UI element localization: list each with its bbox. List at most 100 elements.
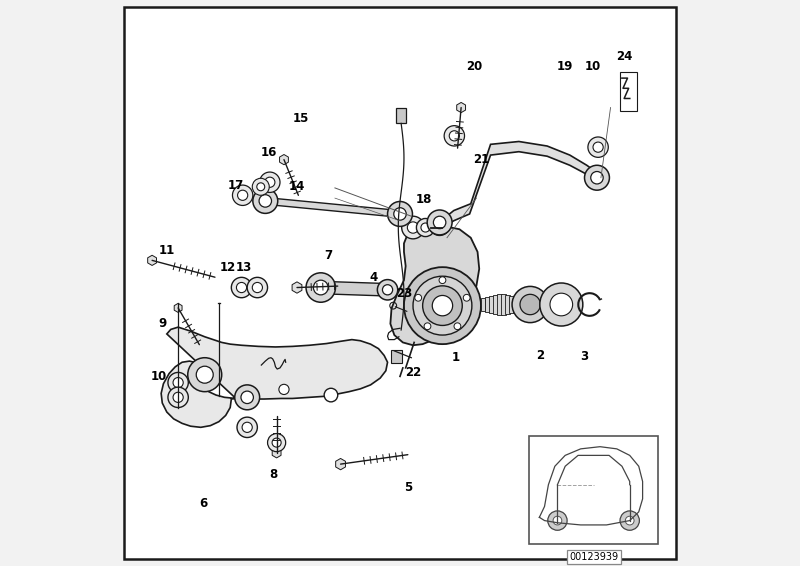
Bar [529, 436, 658, 544]
Circle shape [242, 422, 252, 432]
Text: 6: 6 [199, 498, 208, 510]
Text: 11: 11 [158, 244, 175, 256]
Circle shape [620, 511, 639, 530]
Circle shape [404, 267, 481, 344]
Circle shape [238, 190, 248, 200]
Circle shape [168, 387, 188, 408]
Text: 21: 21 [474, 153, 490, 166]
Bar [481, 298, 486, 311]
Circle shape [520, 294, 540, 315]
Circle shape [415, 294, 422, 301]
Bar [518, 298, 522, 311]
Circle shape [463, 294, 470, 301]
Circle shape [387, 201, 413, 226]
Circle shape [237, 282, 246, 293]
Text: 18: 18 [416, 193, 433, 205]
Circle shape [234, 385, 260, 410]
Circle shape [259, 195, 271, 207]
Circle shape [417, 218, 434, 237]
Circle shape [394, 208, 406, 220]
Circle shape [241, 391, 254, 404]
Polygon shape [148, 255, 157, 265]
Polygon shape [292, 282, 302, 293]
Circle shape [585, 165, 610, 190]
Polygon shape [442, 142, 597, 228]
Circle shape [626, 516, 634, 525]
Bar [497, 294, 502, 315]
Text: 23: 23 [396, 287, 412, 299]
Circle shape [267, 434, 286, 452]
Polygon shape [161, 327, 387, 427]
Circle shape [432, 295, 453, 316]
Bar [493, 295, 498, 314]
Text: 12: 12 [220, 261, 236, 273]
Circle shape [324, 388, 338, 402]
Text: 22: 22 [405, 366, 421, 379]
Circle shape [260, 172, 280, 192]
Circle shape [512, 286, 548, 323]
Circle shape [233, 185, 253, 205]
Bar [391, 350, 402, 363]
Circle shape [540, 283, 583, 326]
Text: 3: 3 [580, 350, 588, 363]
Text: 24: 24 [617, 50, 633, 63]
Circle shape [188, 358, 222, 392]
Polygon shape [336, 458, 346, 470]
Text: 10: 10 [584, 61, 601, 73]
Text: 7: 7 [325, 250, 333, 262]
Circle shape [265, 177, 275, 187]
Circle shape [279, 384, 289, 395]
Text: 4: 4 [370, 271, 378, 284]
Text: 8: 8 [270, 468, 278, 481]
Circle shape [430, 215, 450, 235]
Text: 19: 19 [557, 61, 574, 73]
Text: 5: 5 [404, 482, 413, 494]
Bar [485, 297, 490, 312]
Circle shape [402, 216, 424, 239]
Circle shape [593, 142, 603, 152]
Circle shape [306, 273, 335, 302]
Circle shape [407, 222, 418, 233]
Text: 1: 1 [451, 351, 459, 364]
Text: 15: 15 [293, 113, 309, 125]
Circle shape [382, 285, 393, 295]
Circle shape [253, 188, 278, 213]
Text: 10: 10 [150, 370, 166, 383]
Circle shape [413, 276, 472, 335]
Polygon shape [321, 281, 388, 296]
Text: 16: 16 [261, 147, 277, 159]
Bar [396, 108, 406, 123]
Bar [506, 295, 510, 314]
Circle shape [257, 183, 265, 191]
Text: 9: 9 [158, 318, 166, 330]
Polygon shape [390, 225, 479, 345]
Polygon shape [457, 102, 466, 113]
Polygon shape [279, 155, 288, 165]
Bar [489, 295, 494, 314]
Circle shape [252, 178, 270, 195]
Text: 2: 2 [536, 349, 545, 362]
Circle shape [378, 280, 398, 300]
Circle shape [168, 372, 188, 393]
Bar [514, 297, 518, 312]
Circle shape [173, 378, 183, 388]
Circle shape [454, 323, 461, 329]
Circle shape [439, 277, 446, 284]
Circle shape [314, 280, 328, 295]
Circle shape [434, 220, 445, 230]
Text: 00123939: 00123939 [569, 552, 618, 562]
Bar [620, 72, 637, 111]
Text: 20: 20 [466, 61, 483, 73]
Circle shape [588, 137, 608, 157]
Circle shape [231, 277, 252, 298]
Circle shape [550, 293, 573, 316]
Circle shape [444, 126, 465, 146]
Circle shape [173, 392, 183, 402]
Polygon shape [174, 303, 182, 312]
Circle shape [590, 171, 603, 184]
Polygon shape [272, 448, 281, 458]
Circle shape [421, 223, 430, 232]
Circle shape [548, 511, 567, 530]
Circle shape [427, 210, 452, 235]
Circle shape [424, 323, 431, 329]
